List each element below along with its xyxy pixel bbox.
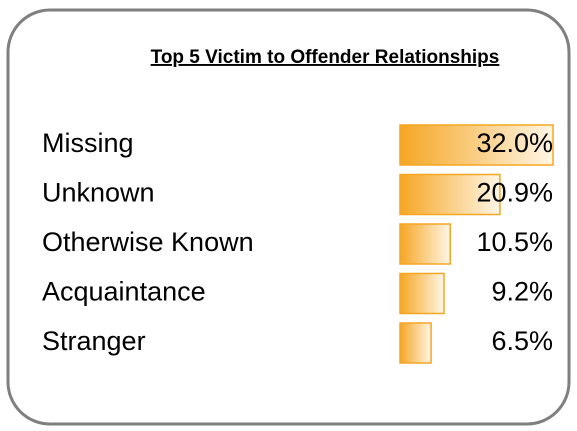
data-bar bbox=[399, 124, 554, 166]
chart-title: Top 5 Victim to Offender Relationships bbox=[151, 47, 500, 68]
value-label: 10.5% bbox=[476, 227, 553, 257]
category-label: Unknown bbox=[42, 178, 155, 208]
data-bar bbox=[399, 173, 501, 216]
value-label: 20.9% bbox=[476, 178, 553, 208]
category-label: Acquaintance bbox=[42, 277, 206, 307]
data-bar bbox=[399, 223, 451, 265]
category-label: Stranger bbox=[42, 326, 146, 356]
data-bar bbox=[399, 322, 432, 364]
value-label: 6.5% bbox=[491, 326, 553, 356]
frame bbox=[6, 8, 571, 426]
value-label: 32.0% bbox=[476, 128, 553, 158]
data-bar bbox=[399, 272, 445, 315]
category-label: Otherwise Known bbox=[42, 227, 254, 257]
value-label: 9.2% bbox=[491, 277, 553, 307]
category-label: Missing bbox=[42, 128, 134, 158]
